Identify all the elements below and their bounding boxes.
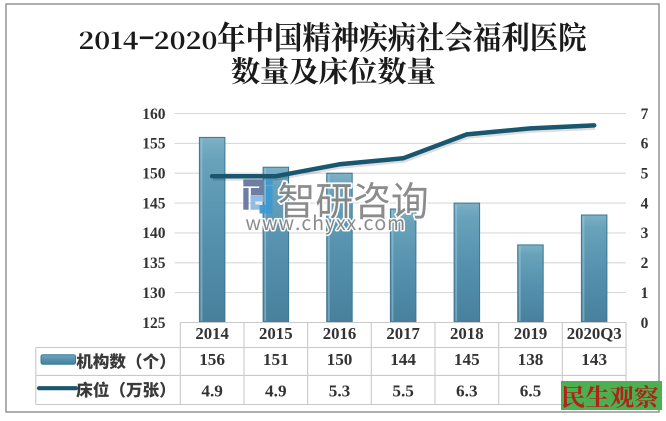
svg-text:2: 2 [641, 255, 649, 272]
svg-text:2014: 2014 [195, 324, 229, 343]
svg-text:4: 4 [641, 195, 649, 212]
svg-text:145: 145 [142, 195, 166, 212]
svg-text:5.3: 5.3 [329, 382, 350, 401]
svg-text:4.9: 4.9 [265, 382, 286, 401]
svg-text:6.3: 6.3 [456, 382, 477, 401]
svg-text:6: 6 [641, 136, 649, 153]
svg-text:5: 5 [641, 166, 649, 183]
svg-text:2016: 2016 [323, 324, 357, 343]
svg-text:4.9: 4.9 [201, 382, 222, 401]
svg-text:1: 1 [641, 285, 649, 302]
svg-text:140: 140 [142, 225, 166, 242]
svg-text:125: 125 [142, 315, 166, 332]
svg-text:2015: 2015 [259, 324, 293, 343]
svg-text:156: 156 [199, 350, 225, 369]
svg-text:3: 3 [641, 225, 649, 242]
svg-text:160: 160 [142, 106, 166, 123]
svg-text:2019: 2019 [514, 324, 548, 343]
svg-text:0: 0 [641, 315, 649, 332]
svg-text:151: 151 [263, 350, 289, 369]
svg-text:144: 144 [390, 350, 416, 369]
svg-text:2018: 2018 [450, 324, 484, 343]
svg-text:5.5: 5.5 [392, 382, 413, 401]
svg-text:150: 150 [327, 350, 353, 369]
svg-text:7: 7 [641, 106, 649, 123]
svg-text:2020Q3: 2020Q3 [567, 324, 622, 343]
svg-text:155: 155 [142, 136, 166, 153]
svg-text:130: 130 [142, 285, 166, 302]
svg-text:6.5: 6.5 [520, 382, 541, 401]
svg-text:145: 145 [454, 350, 480, 369]
svg-text:135: 135 [142, 255, 166, 272]
svg-text:2017: 2017 [386, 324, 420, 343]
svg-text:143: 143 [581, 350, 607, 369]
svg-text:138: 138 [518, 350, 544, 369]
svg-text:150: 150 [142, 166, 166, 183]
